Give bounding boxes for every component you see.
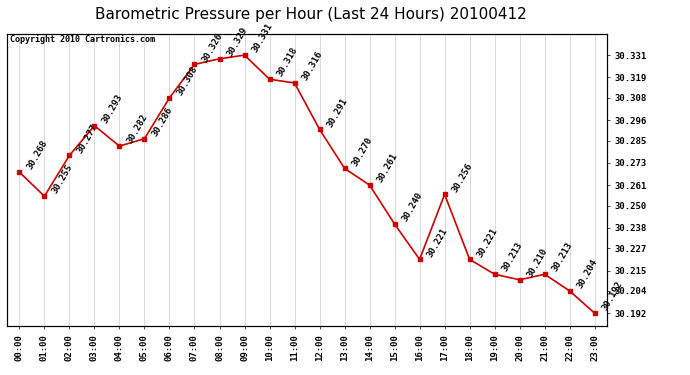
Text: 30.318: 30.318 xyxy=(275,46,299,78)
Text: 30.291: 30.291 xyxy=(325,96,349,129)
Text: 30.256: 30.256 xyxy=(450,161,474,194)
Text: 30.210: 30.210 xyxy=(525,247,549,279)
Text: 30.282: 30.282 xyxy=(125,113,149,146)
Text: 30.270: 30.270 xyxy=(350,135,374,168)
Text: 30.316: 30.316 xyxy=(300,50,324,82)
Text: 30.293: 30.293 xyxy=(100,93,124,125)
Text: 30.286: 30.286 xyxy=(150,105,174,138)
Text: 30.240: 30.240 xyxy=(400,191,424,224)
Text: 30.308: 30.308 xyxy=(175,64,199,97)
Text: 30.221: 30.221 xyxy=(475,226,499,259)
Text: 30.213: 30.213 xyxy=(550,241,574,273)
Text: 30.204: 30.204 xyxy=(575,258,599,290)
Text: Copyright 2010 Cartronics.com: Copyright 2010 Cartronics.com xyxy=(10,35,155,44)
Text: Barometric Pressure per Hour (Last 24 Hours) 20100412: Barometric Pressure per Hour (Last 24 Ho… xyxy=(95,8,526,22)
Text: 30.213: 30.213 xyxy=(500,241,524,273)
Text: 30.268: 30.268 xyxy=(25,139,49,171)
Text: 30.329: 30.329 xyxy=(225,26,249,58)
Text: 30.255: 30.255 xyxy=(50,163,74,195)
Text: 30.192: 30.192 xyxy=(600,280,624,312)
Text: 30.331: 30.331 xyxy=(250,22,274,54)
Text: 30.277: 30.277 xyxy=(75,122,99,154)
Text: 30.261: 30.261 xyxy=(375,152,399,184)
Text: 30.221: 30.221 xyxy=(425,226,449,259)
Text: 30.326: 30.326 xyxy=(200,31,224,64)
